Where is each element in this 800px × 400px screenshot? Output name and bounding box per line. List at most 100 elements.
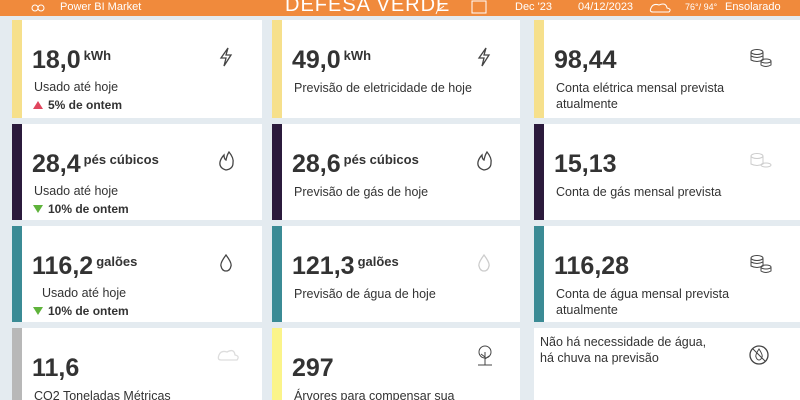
accent-bar bbox=[12, 124, 22, 220]
label: Árvores para compensar sua bbox=[294, 389, 455, 400]
icon-shape bbox=[750, 258, 764, 268]
icon-shape bbox=[749, 345, 769, 365]
value: 98,44 bbox=[554, 46, 617, 74]
kpi-value: 98,44 bbox=[554, 46, 617, 75]
icon-shape bbox=[478, 352, 492, 366]
accent-bar bbox=[534, 20, 544, 118]
trend-arrow bbox=[33, 307, 43, 315]
icon-shape bbox=[219, 150, 234, 171]
kpi-value: 116,28 bbox=[554, 252, 629, 281]
card: 28,4 pés cúbicos Usado até hoje 10% de onte… bbox=[12, 124, 262, 220]
value: 28,6 bbox=[292, 150, 341, 178]
change-text: 10% de ontem bbox=[48, 304, 129, 318]
accent-bar bbox=[12, 226, 22, 322]
accent-bar bbox=[12, 328, 22, 400]
value: 18,0 bbox=[32, 46, 81, 74]
card: Não há necessidade de água, há chuva na … bbox=[534, 328, 800, 400]
icon bbox=[477, 47, 491, 67]
icon-shape bbox=[750, 52, 764, 62]
title: DEFESA VERDE bbox=[285, 0, 451, 16]
label: Usado até hoje bbox=[34, 80, 119, 94]
trend-arrow bbox=[33, 205, 43, 213]
card: 121,3 galões Previsão de água de hoje bbox=[272, 226, 520, 322]
date: 04/12/2023 bbox=[578, 1, 634, 13]
kpi-value: 15,13 bbox=[554, 150, 617, 179]
icon-shape bbox=[750, 255, 764, 261]
trend-arrow bbox=[33, 101, 43, 109]
icon-shape bbox=[750, 153, 764, 159]
month: Dec '23 bbox=[515, 1, 552, 13]
icon bbox=[477, 150, 492, 171]
label: Conta de gás mensal prevista bbox=[556, 185, 722, 199]
kpi-value: 18,0 kWh bbox=[32, 46, 111, 75]
card: 116,28 Conta de água mensal prevista atua… bbox=[534, 226, 800, 322]
value: 15,13 bbox=[554, 150, 617, 178]
kpi-value: 116,2 galões bbox=[32, 252, 137, 281]
card: 116,2 galões Usado até hoje 10% de ontem bbox=[12, 226, 262, 322]
icon bbox=[750, 49, 772, 67]
kpi-value: 121,3 galões bbox=[292, 252, 399, 281]
card: 15,13 Conta de gás mensal prevista bbox=[534, 124, 800, 220]
weather: Ensolarado bbox=[725, 1, 781, 13]
kpi-value: 297 bbox=[292, 354, 334, 383]
icon-shape bbox=[752, 348, 766, 362]
icon bbox=[750, 255, 772, 273]
icon-shape bbox=[477, 47, 491, 67]
accent-bar bbox=[272, 124, 282, 220]
icon bbox=[478, 345, 492, 366]
change: 10% de ontem bbox=[32, 304, 129, 318]
icon-shape bbox=[760, 162, 772, 168]
unit: pés cúbicos bbox=[83, 152, 159, 167]
value: 11,6 bbox=[32, 354, 80, 382]
change-text: 5% de ontem bbox=[48, 98, 123, 112]
card: 28,6 pés cúbicos Previsão de gás de hoje bbox=[272, 124, 520, 220]
unit: galões bbox=[357, 254, 399, 269]
icon-shape bbox=[750, 156, 764, 166]
header-icons bbox=[435, 0, 487, 15]
change: 10% de ontem bbox=[32, 202, 129, 216]
icon-shape bbox=[760, 267, 772, 273]
icon-shape bbox=[217, 349, 239, 361]
unit: kWh bbox=[343, 48, 372, 63]
label: Conta de água mensal prevista atualmente bbox=[556, 287, 730, 317]
value: 297 bbox=[292, 354, 334, 382]
accent-bar bbox=[272, 328, 282, 400]
label: Previsão de água de hoje bbox=[294, 287, 436, 301]
icon bbox=[749, 345, 769, 365]
kpi-value: 28,6 pés cúbicos bbox=[292, 150, 419, 179]
icon bbox=[217, 349, 239, 361]
value: 116,2 bbox=[32, 252, 94, 280]
header: Power BI Market DEFESA VERDE Dec '23 04/… bbox=[0, 0, 800, 16]
value: 28,4 bbox=[32, 150, 81, 178]
unit: kWh bbox=[83, 48, 112, 63]
value: 49,0 bbox=[292, 46, 341, 74]
accent-bar bbox=[12, 20, 22, 118]
kpi-value: 49,0 kWh bbox=[292, 46, 371, 75]
unit: pés cúbicos bbox=[343, 152, 419, 167]
icon-shape bbox=[760, 58, 772, 64]
icon bbox=[478, 253, 490, 272]
label: Previsão de gás de hoje bbox=[294, 185, 429, 199]
change: 5% de ontem bbox=[32, 98, 122, 112]
icon bbox=[219, 150, 234, 171]
logo bbox=[31, 4, 45, 12]
card: 297 Árvores para compensar sua bbox=[272, 328, 520, 400]
icon-shape bbox=[477, 150, 492, 171]
change-text: 10% de ontem bbox=[48, 202, 129, 216]
triangle bbox=[33, 205, 43, 213]
card: 49,0 kWh Previsão de eletricidade de hoje bbox=[272, 20, 520, 118]
label: Previsão de eletricidade de hoje bbox=[294, 81, 472, 95]
value: 121,3 bbox=[292, 252, 355, 280]
accent-bar bbox=[534, 226, 544, 322]
label: Usado até hoje bbox=[34, 184, 119, 198]
accent-bar bbox=[534, 124, 544, 220]
card: 98,44 Conta elétrica mensal prevista atua… bbox=[534, 20, 800, 118]
triangle bbox=[33, 307, 43, 315]
icon bbox=[750, 153, 772, 168]
icon bbox=[219, 47, 233, 67]
card: 11,6 CO2 Toneladas Métricas bbox=[12, 328, 262, 400]
label: CO2 Toneladas Métricas bbox=[34, 389, 171, 400]
label: Não há necessidade de água, há chuva na … bbox=[540, 335, 707, 365]
brand: Power BI Market bbox=[60, 1, 142, 13]
